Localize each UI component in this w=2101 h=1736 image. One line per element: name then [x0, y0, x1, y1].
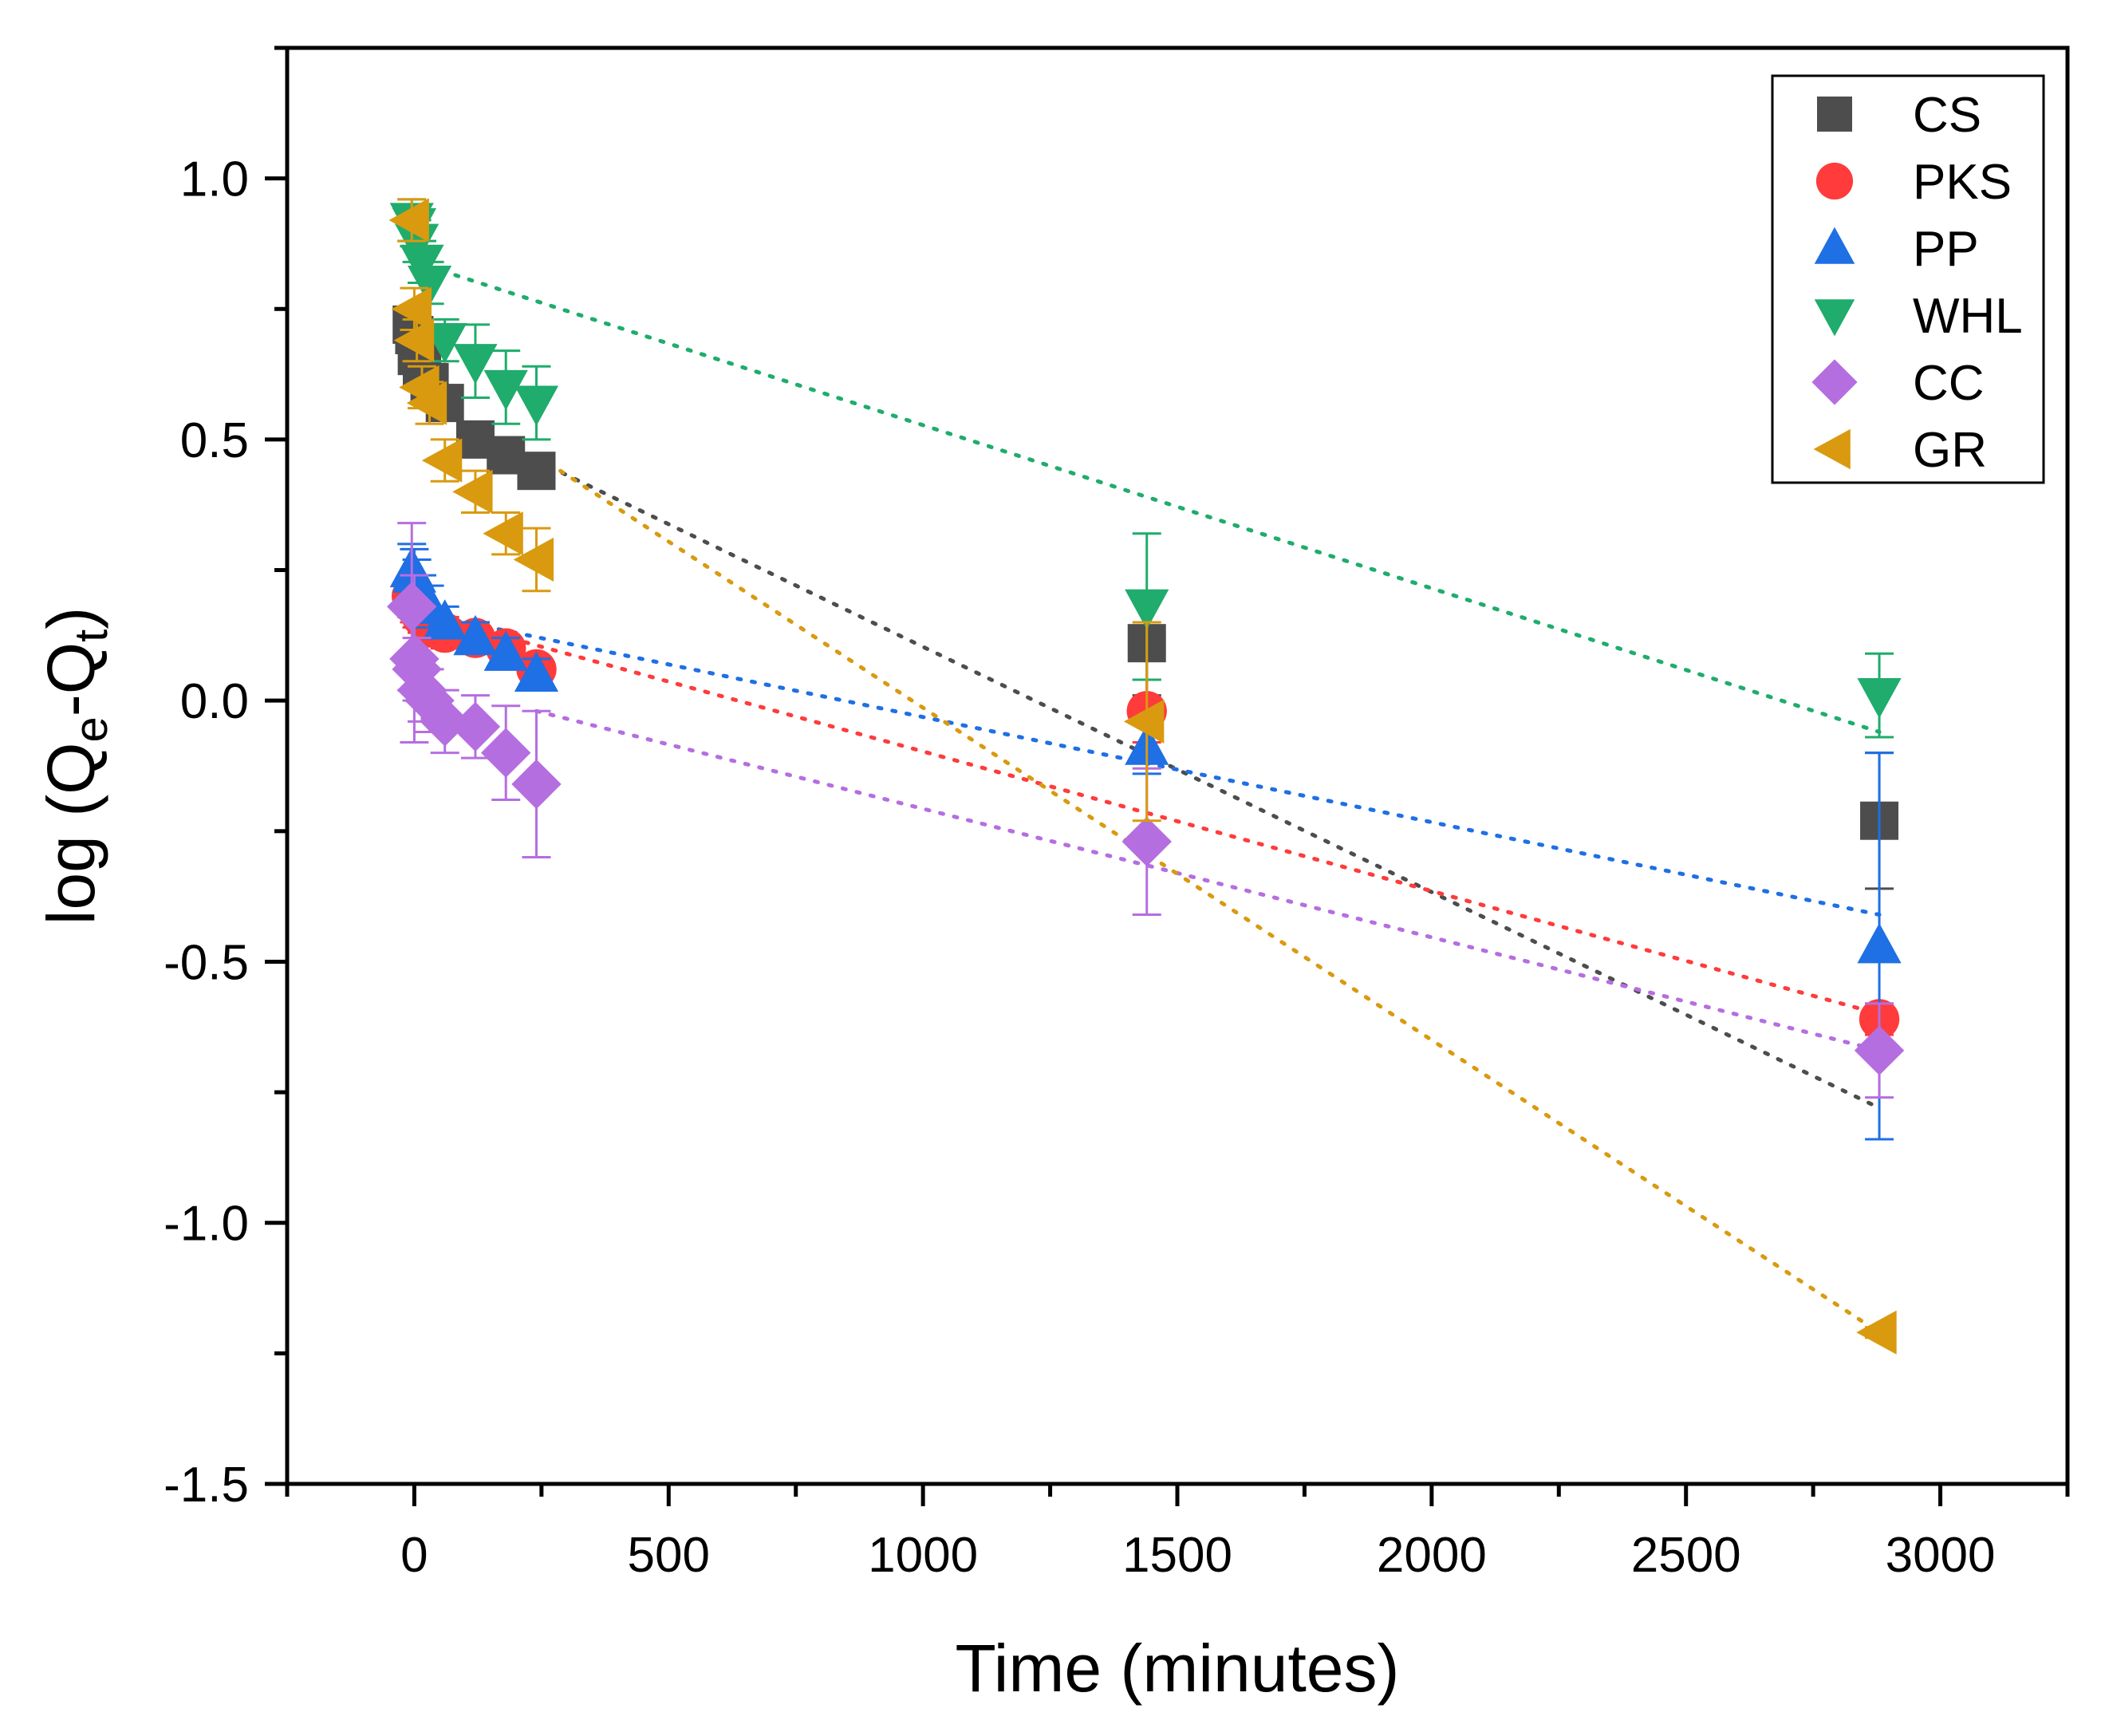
data-point — [420, 696, 470, 747]
fit-line — [534, 453, 1882, 1335]
data-point — [453, 344, 498, 385]
legend-marker — [1815, 162, 1854, 200]
data-point — [406, 381, 447, 425]
x-tick-label: 500 — [628, 1528, 710, 1583]
x-tick-label: 2000 — [1377, 1528, 1487, 1583]
legend-box — [1771, 74, 2045, 484]
y-tick-label: -0.5 — [164, 935, 249, 990]
fit-line-whl — [412, 259, 1882, 734]
y-axis-title-subscript: t — [65, 629, 117, 642]
data-point — [514, 385, 559, 426]
legend-marker — [1814, 227, 1855, 264]
data-point — [483, 511, 523, 556]
x-tick-label: 3000 — [1886, 1528, 1996, 1583]
data-point — [483, 630, 528, 671]
legend: CS PKS PP WHL CC GR — [1771, 74, 2045, 484]
x-tick-label: 1500 — [1122, 1528, 1232, 1583]
x-axis-title: Time (minutes) — [956, 1631, 1400, 1706]
series-cc — [387, 522, 1905, 1099]
x-tick-label: 1000 — [868, 1528, 978, 1583]
fit-line — [534, 458, 1882, 1111]
data-point — [514, 651, 559, 692]
y-axis-title: log (Qe-Qt) — [34, 607, 117, 925]
y-axis-title-subscript: e — [65, 716, 117, 742]
fit-line-gr — [534, 453, 1882, 1335]
x-axis: 0 500 1000 1500 2000 2500 3000 — [285, 1484, 2070, 1583]
x-tick-label: 0 — [400, 1528, 428, 1583]
data-point — [423, 599, 467, 640]
data-point — [400, 244, 444, 286]
data-point — [421, 438, 463, 483]
data-point — [391, 286, 432, 331]
data-point — [1854, 1025, 1905, 1075]
data-point — [1857, 678, 1902, 719]
data-point — [392, 644, 442, 695]
data-point — [511, 759, 562, 810]
data-point — [483, 369, 528, 411]
legend-label: CC — [1913, 356, 1985, 411]
plot-area: 0 500 1000 1500 2000 2500 3000 -1.5 -1.0 -0.5 0.0 0… — [34, 45, 2070, 1706]
fit-line-cc — [534, 708, 1882, 1053]
y-tick-label: -1.0 — [164, 1197, 249, 1252]
fit-line — [534, 708, 1882, 1053]
x-tick-label: 2500 — [1631, 1528, 1741, 1583]
legend-label: CS — [1913, 88, 1981, 143]
data-point — [388, 198, 429, 243]
data-point — [1121, 816, 1172, 867]
data-point — [407, 265, 452, 306]
data-point — [517, 452, 556, 491]
legend-label: PP — [1913, 222, 1979, 277]
legend-marker — [1813, 428, 1851, 470]
y-axis-title-part: log (Q — [34, 742, 108, 925]
data-point — [1123, 699, 1165, 744]
fit-line-cs — [534, 458, 1882, 1111]
series-gr — [388, 198, 1897, 1355]
y-tick-label: -1.5 — [164, 1458, 249, 1513]
data-point — [404, 675, 455, 726]
legend-marker — [1814, 299, 1855, 337]
legend-marker — [1811, 359, 1858, 405]
data-point — [452, 469, 493, 514]
data-point — [481, 728, 531, 778]
data-point — [393, 318, 435, 363]
y-tick-label: 0.0 — [180, 674, 249, 729]
data-point — [513, 537, 554, 582]
data-point — [387, 582, 437, 632]
data-point — [1125, 589, 1169, 630]
data-point — [1857, 923, 1902, 964]
y-axis-title-part: ) — [34, 607, 108, 629]
legend-marker — [1817, 97, 1852, 132]
legend-label: PKS — [1913, 155, 2012, 210]
y-axis: -1.5 -1.0 -0.5 0.0 0.5 1.0 — [164, 45, 287, 1513]
data-point — [1856, 1310, 1897, 1355]
data-point — [450, 701, 501, 752]
legend-label: GR — [1913, 423, 1987, 478]
y-tick-label: 0.5 — [180, 413, 249, 468]
fit-line — [412, 259, 1882, 734]
data-point — [453, 614, 498, 656]
y-axis-title-part: -Q — [34, 642, 108, 716]
legend-label: WHL — [1913, 289, 2023, 344]
y-tick-label: 1.0 — [180, 152, 249, 207]
